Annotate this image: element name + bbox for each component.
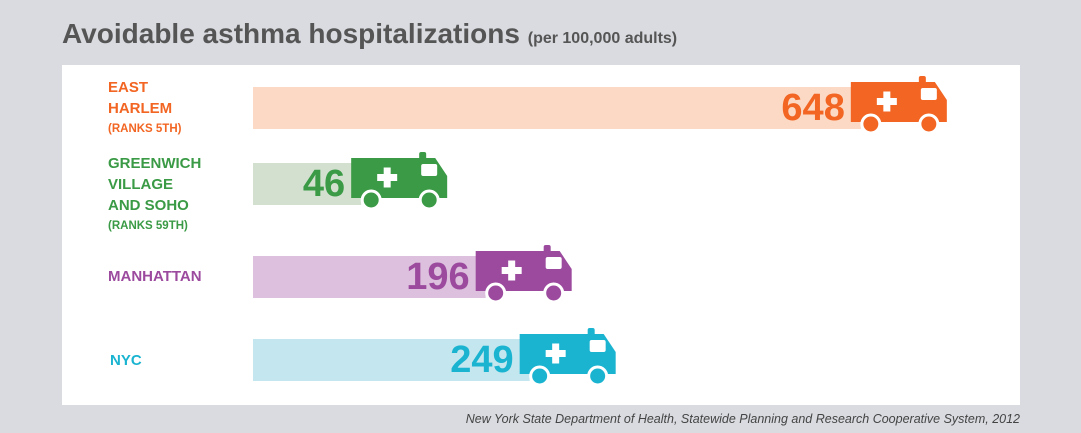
value-label: 249 xyxy=(450,339,514,381)
source: New York State Department of Health, Sta… xyxy=(465,412,1020,426)
bar xyxy=(253,256,486,298)
window xyxy=(589,340,606,352)
rank-note: (RANKS 59TH) xyxy=(108,220,188,232)
category-name: EAST HARLEM xyxy=(108,79,173,117)
wheel xyxy=(485,282,507,304)
cross-v xyxy=(508,260,516,281)
ambulance xyxy=(351,152,448,211)
value-label: 196 xyxy=(406,256,470,298)
bar xyxy=(253,87,861,129)
chart-subtitle: (per 100,000 adults) xyxy=(527,30,678,47)
wheel xyxy=(860,113,882,135)
cross-v xyxy=(883,91,891,112)
window xyxy=(545,257,562,269)
cross-v xyxy=(552,343,560,364)
wheel xyxy=(529,365,551,387)
title-block: Avoidable asthma hospitalizations (per 1… xyxy=(62,18,677,50)
category-label: NYC xyxy=(110,350,142,371)
cross-v xyxy=(383,167,391,188)
category-label: EAST HARLEM (RANKS 5TH) xyxy=(108,77,181,140)
chart-title: Avoidable asthma hospitalizations xyxy=(62,18,520,49)
wheel xyxy=(918,113,940,135)
bar xyxy=(253,163,362,205)
category-label: GREENWICH VILLAGE AND SOHO (RANKS 59TH) xyxy=(108,153,201,237)
wheel xyxy=(587,365,609,387)
rank-note: (RANKS 5TH) xyxy=(108,123,182,135)
value-label: 46 xyxy=(302,163,346,205)
wheel xyxy=(360,189,382,211)
ambulance xyxy=(519,328,616,387)
window xyxy=(920,88,937,100)
wheel xyxy=(543,282,565,304)
wheel xyxy=(418,189,440,211)
ambulance xyxy=(850,76,947,135)
category-label: MANHATTAN xyxy=(108,266,202,287)
category-name: GREENWICH VILLAGE AND SOHO xyxy=(108,155,202,214)
category-name: MANHATTAN xyxy=(108,268,202,285)
window xyxy=(421,164,438,176)
bar xyxy=(253,339,530,381)
category-name: NYC xyxy=(110,352,142,369)
value-label: 648 xyxy=(781,87,845,129)
ambulance xyxy=(475,245,572,304)
